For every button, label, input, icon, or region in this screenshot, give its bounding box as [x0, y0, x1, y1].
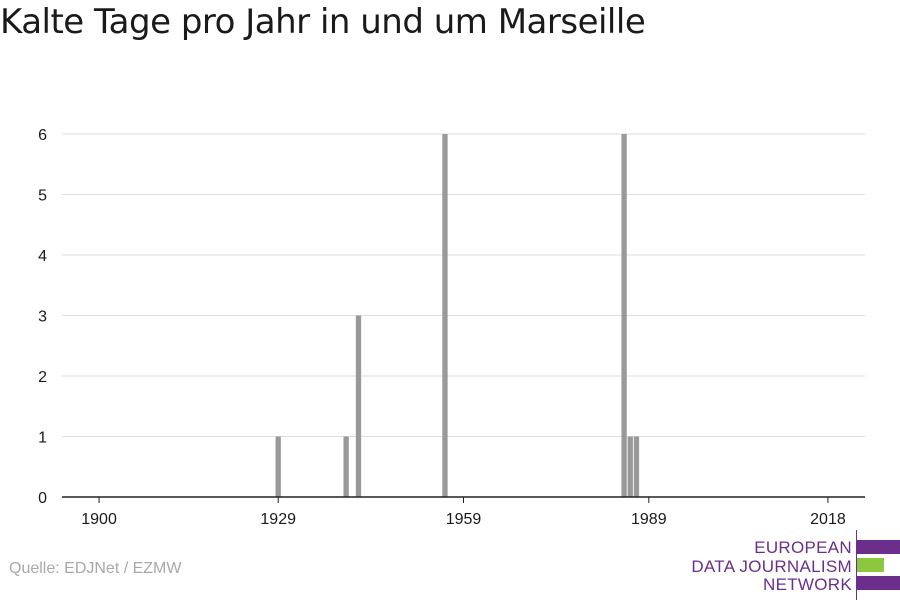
bar [355, 315, 362, 497]
x-tick-label: 2018 [810, 511, 846, 528]
bar [442, 134, 448, 497]
edjnet-logo[interactable]: EUROPEAN DATA JOURNALISM NETWORK [691, 530, 900, 600]
bar [275, 436, 281, 497]
y-tick-label: 2 [38, 369, 47, 386]
logo-line-european: EUROPEAN [754, 538, 852, 557]
logo-line-data-journalism: DATA JOURNALISM [691, 557, 852, 576]
x-axis-ticks: 1900 1929 1959 1989 2018 [81, 497, 846, 528]
bars [275, 134, 640, 497]
bar [633, 436, 640, 497]
logo-bar-green [857, 558, 884, 572]
logo-bar-purple-top [857, 540, 900, 554]
y-tick-label: 4 [38, 248, 47, 265]
y-tick-label: 3 [38, 309, 47, 326]
bar [621, 134, 627, 497]
y-axis-ticks: 0 1 2 3 4 5 6 [38, 127, 47, 507]
logo-bar-purple-bottom [857, 576, 900, 590]
y-tick-label: 5 [38, 188, 47, 205]
x-tick-label: 1959 [446, 511, 482, 528]
x-tick-label: 1989 [631, 511, 667, 528]
bar [627, 436, 633, 497]
y-tick-label: 6 [38, 127, 47, 144]
bar [343, 436, 349, 497]
logo-line-network: NETWORK [763, 575, 852, 594]
chart-title: Kalte Tage pro Jahr in und um Marseille [0, 2, 646, 42]
logo-divider [856, 530, 857, 600]
y-tick-label: 0 [38, 490, 47, 507]
x-tick-label: 1929 [260, 511, 296, 528]
x-tick-label: 1900 [81, 511, 117, 528]
y-tick-label: 1 [38, 430, 47, 447]
grid-lines [62, 133, 865, 437]
source-note: Quelle: EDJNet / EZMW [9, 560, 182, 577]
